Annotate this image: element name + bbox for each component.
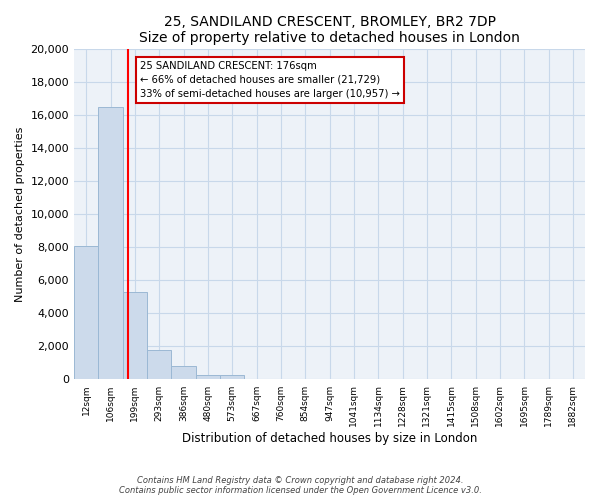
Text: Contains HM Land Registry data © Crown copyright and database right 2024.
Contai: Contains HM Land Registry data © Crown c… <box>119 476 481 495</box>
X-axis label: Distribution of detached houses by size in London: Distribution of detached houses by size … <box>182 432 477 445</box>
Bar <box>220 375 244 380</box>
Bar <box>172 366 196 380</box>
Bar <box>196 374 220 380</box>
Bar <box>98 107 123 380</box>
Y-axis label: Number of detached properties: Number of detached properties <box>15 126 25 302</box>
Text: 25 SANDILAND CRESCENT: 176sqm
← 66% of detached houses are smaller (21,729)
33% : 25 SANDILAND CRESCENT: 176sqm ← 66% of d… <box>140 60 400 98</box>
Bar <box>74 246 98 380</box>
Bar <box>123 292 147 380</box>
Title: 25, SANDILAND CRESCENT, BROMLEY, BR2 7DP
Size of property relative to detached h: 25, SANDILAND CRESCENT, BROMLEY, BR2 7DP… <box>139 15 520 45</box>
Bar <box>147 350 172 380</box>
